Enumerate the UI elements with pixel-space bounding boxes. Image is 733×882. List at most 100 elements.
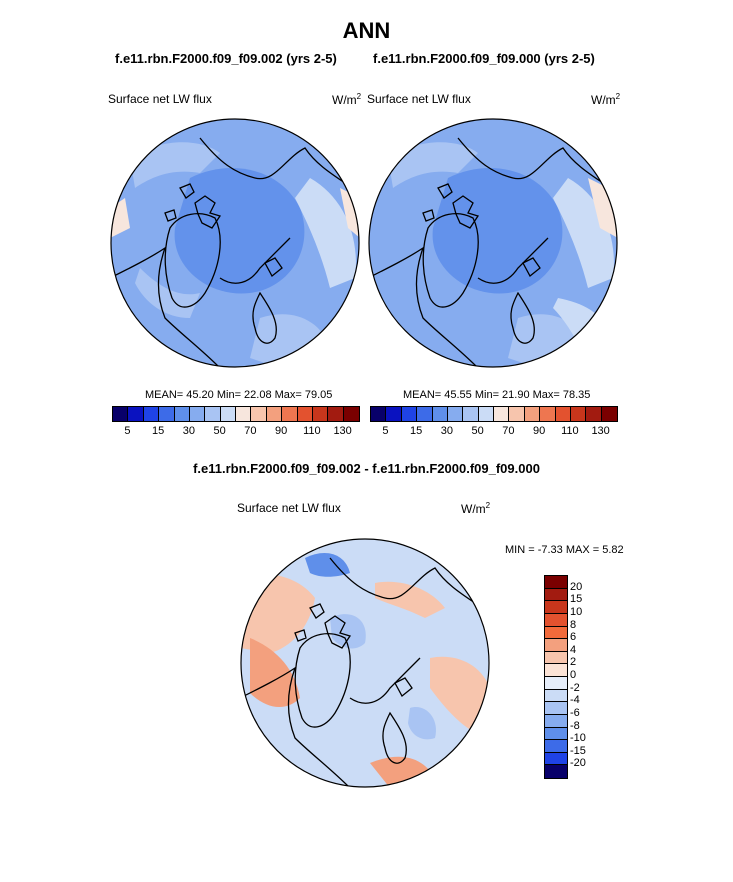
coastline-greenland (294, 633, 351, 728)
colorbar-swatch (386, 407, 402, 421)
colorbar-tick-label: -6 (570, 706, 580, 719)
colorbar-swatch (545, 651, 567, 665)
colorbar-tick-label: 50 (213, 425, 226, 437)
diff-case-title: f.e11.rbn.F2000.f09_f09.002 - f.e11.rbn.… (193, 461, 540, 476)
colorbar-swatch (189, 407, 206, 421)
colorbar-swatch (545, 740, 567, 753)
diff-colorbar (544, 575, 568, 779)
coastline-siberia (219, 237, 291, 284)
colorbar-swatch (205, 407, 221, 421)
colorbar-tick-label: 110 (303, 425, 321, 437)
panel-left-field-label: Surface net LW flux (108, 92, 212, 106)
colorbar-tick-label: 30 (440, 425, 453, 437)
colorbar-swatch (174, 407, 190, 421)
colorbar-tick-label: 5 (124, 425, 131, 437)
figure-title: ANN (342, 18, 391, 43)
colorbar-swatch (328, 407, 344, 421)
colorbar-swatch (282, 407, 298, 421)
coastline-eurasia (199, 137, 346, 184)
colorbar-swatch (545, 714, 567, 728)
diff-units: W/m2 (461, 501, 491, 516)
coastline-archipelago (164, 183, 222, 229)
colorbar-swatch (601, 407, 617, 421)
colorbar-swatch (312, 407, 329, 421)
map-field-dark (174, 168, 305, 294)
colorbar-swatch (545, 689, 567, 703)
map-field-mid (130, 142, 220, 188)
colorbar-swatch (524, 407, 541, 421)
colorbar-tick-label: 15 (570, 593, 583, 606)
colorbar-tick-label: 5 (382, 425, 389, 437)
coastline-greenland (164, 213, 221, 308)
colorbar-tick-label: 50 (471, 425, 484, 437)
colorbar-swatch (236, 407, 252, 421)
map-field-light (553, 178, 614, 288)
map-field-light (295, 178, 356, 288)
colorbar-swatch (586, 407, 602, 421)
coastline-north-america (111, 246, 221, 367)
colorbar-tick-label: -4 (570, 694, 580, 707)
map-field-cool (305, 553, 350, 577)
colorbar-swatch (371, 407, 387, 421)
colorbar-tick-label: 130 (333, 425, 352, 437)
panel-left-case-title: f.e11.rbn.F2000.f09_f09.002 (yrs 2-5) (115, 51, 337, 66)
map-field-warm-2 (250, 638, 300, 708)
colorbar-swatch (143, 407, 160, 421)
colorbar-swatch (432, 407, 448, 421)
colorbar-swatch (463, 407, 479, 421)
colorbar-tick-label: -10 (570, 732, 586, 745)
coastline-siberia (477, 237, 549, 284)
map-field-cool-2 (330, 614, 366, 649)
colorbar-tick-label: -2 (570, 681, 580, 694)
coastline-svalbard (522, 257, 541, 277)
diff-map (240, 538, 490, 788)
coastline-scandinavia (382, 711, 407, 764)
colorbar-swatch (297, 407, 313, 421)
colorbar-swatch (545, 765, 567, 778)
panel-right-field-label: Surface net LW flux (367, 92, 471, 106)
colorbar-swatch (545, 576, 567, 589)
coastline-eurasia (329, 557, 476, 604)
colorbar-swatch (509, 407, 525, 421)
colorbar-swatch (494, 407, 510, 421)
colorbar-tick-label: -15 (570, 744, 586, 757)
map-field-warm-5 (375, 581, 445, 618)
colorbar-tick-label: 70 (502, 425, 515, 437)
colorbar-swatch (570, 407, 587, 421)
panel-left-colorbar (112, 406, 360, 422)
diff-field-label: Surface net LW flux (237, 501, 341, 515)
colorbar-swatch (545, 702, 567, 715)
panel-right-colorbar (370, 406, 618, 422)
colorbar-swatch (343, 407, 359, 421)
colorbar-swatch (417, 407, 433, 421)
colorbar-swatch (545, 601, 567, 614)
coastline-siberia (349, 657, 421, 704)
map-field-mid (388, 142, 478, 188)
panel-right-case-title: f.e11.rbn.F2000.f09_f09.000 (yrs 2-5) (373, 51, 595, 66)
colorbar-swatch (540, 407, 556, 421)
colorbar-tick-label: 70 (244, 425, 257, 437)
colorbar-swatch (220, 407, 236, 421)
colorbar-tick-label: 0 (570, 669, 577, 681)
colorbar-swatch (545, 727, 567, 741)
colorbar-swatch (159, 407, 175, 421)
coastline-greenland (422, 213, 479, 308)
colorbar-tick-label: 2 (570, 656, 577, 669)
coastline-archipelago (294, 603, 352, 649)
colorbar-swatch (447, 407, 464, 421)
map-field-cool-3 (408, 707, 436, 740)
colorbar-tick-label: 8 (570, 618, 577, 631)
colorbar-swatch (545, 626, 567, 640)
colorbar-tick-label: 130 (591, 425, 610, 437)
panel-right-units: W/m2 (591, 92, 621, 107)
colorbar-tick-label: 6 (570, 631, 577, 644)
colorbar-swatch (401, 407, 418, 421)
coastline-svalbard (264, 257, 283, 277)
colorbar-tick-label: 15 (410, 425, 423, 437)
panel-right-map (368, 118, 618, 368)
colorbar-swatch (545, 752, 567, 766)
colorbar-tick-label: 10 (570, 605, 583, 618)
colorbar-tick-label: 15 (152, 425, 165, 437)
coastline-scandinavia (252, 291, 277, 344)
colorbar-swatch (545, 588, 567, 602)
